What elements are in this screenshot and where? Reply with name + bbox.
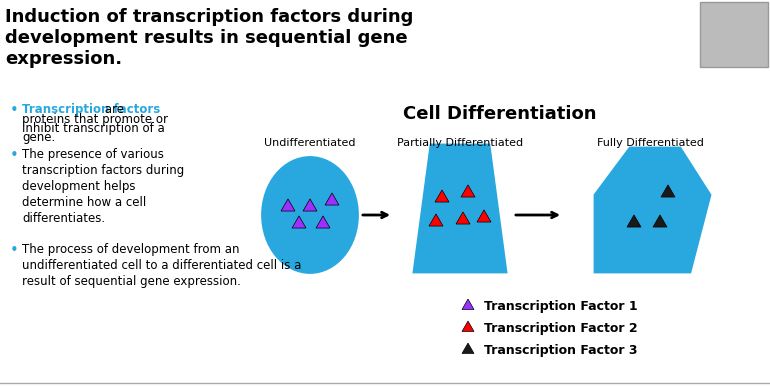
Polygon shape — [462, 299, 474, 310]
Polygon shape — [456, 212, 470, 224]
FancyBboxPatch shape — [700, 2, 768, 67]
Polygon shape — [316, 216, 330, 228]
Text: Transcription Factor 1: Transcription Factor 1 — [484, 300, 638, 313]
Polygon shape — [477, 210, 491, 222]
Text: •: • — [10, 148, 18, 163]
Text: proteins that promote or: proteins that promote or — [22, 113, 168, 126]
Ellipse shape — [263, 158, 357, 272]
Polygon shape — [627, 215, 641, 227]
Text: •: • — [10, 243, 18, 258]
Polygon shape — [292, 216, 306, 228]
Polygon shape — [462, 343, 474, 353]
Polygon shape — [435, 190, 449, 202]
Polygon shape — [461, 185, 475, 197]
Text: •: • — [10, 103, 18, 118]
Polygon shape — [414, 145, 506, 272]
Polygon shape — [303, 199, 317, 211]
Polygon shape — [462, 321, 474, 331]
Text: are: are — [101, 103, 124, 116]
Polygon shape — [595, 148, 710, 272]
Polygon shape — [661, 185, 675, 197]
Text: Transcription Factor 3: Transcription Factor 3 — [484, 344, 638, 357]
Text: inhibit transcription of a: inhibit transcription of a — [22, 122, 165, 135]
Text: Induction of transcription factors during
development results in sequential gene: Induction of transcription factors durin… — [5, 8, 413, 68]
Text: Transcription Factor 2: Transcription Factor 2 — [484, 322, 638, 335]
Text: Partially Differentiated: Partially Differentiated — [397, 138, 523, 148]
Polygon shape — [653, 215, 667, 227]
Text: Undifferentiated: Undifferentiated — [264, 138, 356, 148]
Polygon shape — [281, 199, 295, 211]
Polygon shape — [429, 214, 443, 226]
Text: Transcription factors: Transcription factors — [22, 103, 160, 116]
Text: The process of development from an
undifferentiated cell to a differentiated cel: The process of development from an undif… — [22, 243, 301, 288]
Text: Cell Differentiation: Cell Differentiation — [403, 105, 597, 123]
Text: Fully Differentiated: Fully Differentiated — [597, 138, 704, 148]
Text: The presence of various
transcription factors during
development helps
determine: The presence of various transcription fa… — [22, 148, 184, 225]
Polygon shape — [325, 193, 339, 205]
Text: gene.: gene. — [22, 131, 55, 144]
